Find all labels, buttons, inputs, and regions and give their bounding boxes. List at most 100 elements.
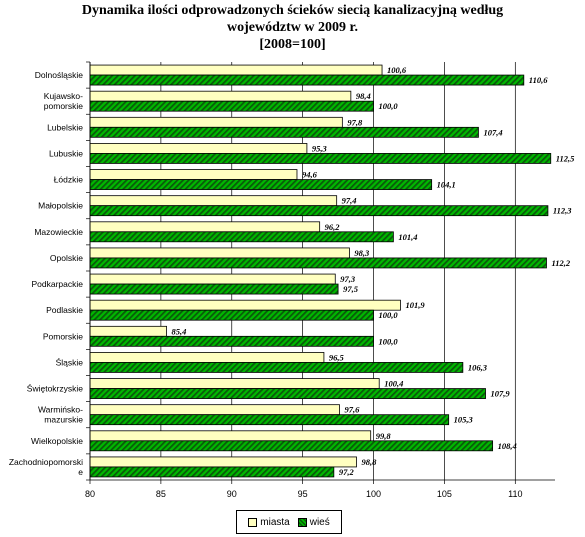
data-label-miasta: 100,4 xyxy=(384,379,403,389)
bar-miasta xyxy=(89,273,336,285)
category-label: Wielkopolskie xyxy=(31,436,83,446)
bar-wies xyxy=(89,362,464,373)
chart-title-line-1: Dynamika ilości odprowadzonych ścieków s… xyxy=(81,3,504,18)
data-label-wies: 112,3 xyxy=(553,206,572,216)
category-label: Dolnośląskie xyxy=(35,70,83,80)
category-label: Opolskie xyxy=(50,253,83,263)
category-label: Zachodniopomorski xyxy=(9,457,83,467)
category-label: Kujawsko- xyxy=(44,91,83,101)
bar-wies xyxy=(89,153,552,164)
bar-miasta xyxy=(89,299,401,311)
legend-swatch-miasta xyxy=(248,517,258,527)
bar-miasta xyxy=(89,90,352,102)
category-label: Łódzkie xyxy=(54,175,84,185)
category-label: Warmińsko- xyxy=(38,405,83,415)
category-label: Podlaskie xyxy=(46,305,83,315)
bar-miasta xyxy=(89,456,357,468)
data-label-wies: 104,1 xyxy=(437,180,456,190)
bar-wies xyxy=(89,231,394,243)
legend-swatch-wies xyxy=(297,517,307,527)
data-label-miasta: 97,3 xyxy=(340,274,356,284)
data-label-miasta: 97,6 xyxy=(345,405,361,415)
chart-title-line-2: województw w 2009 r. xyxy=(227,20,358,35)
bar-wies xyxy=(89,126,479,138)
data-label-miasta: 98,8 xyxy=(362,457,378,467)
category-label: Pomorskie xyxy=(43,331,83,341)
data-label-wies: 106,3 xyxy=(468,362,488,372)
bar-miasta xyxy=(89,325,167,337)
bar-miasta xyxy=(89,430,372,442)
data-label-wies: 97,5 xyxy=(343,284,359,294)
data-label-miasta: 98,3 xyxy=(354,248,370,258)
data-label-wies: 100,0 xyxy=(379,336,399,346)
category-label: Lubuskie xyxy=(49,148,83,158)
category-label: Świętokrzyskie xyxy=(27,383,83,394)
bar-wies xyxy=(89,309,374,321)
category-label: Małopolskie xyxy=(38,201,83,211)
bar-wies xyxy=(89,205,549,217)
data-label-wies: 97,2 xyxy=(339,467,355,477)
bar-wies xyxy=(89,335,374,347)
bar-miasta xyxy=(89,404,340,416)
data-label-miasta: 100,6 xyxy=(387,65,407,75)
data-label-wies: 112,2 xyxy=(551,258,570,268)
bar-miasta xyxy=(89,221,321,233)
data-label-miasta: 96,2 xyxy=(325,222,341,232)
data-label-miasta: 94,6 xyxy=(302,170,318,180)
data-label-miasta: 98,4 xyxy=(356,91,371,101)
legend-label-wies: wieś xyxy=(309,516,330,528)
data-label-wies: 108,4 xyxy=(498,441,517,451)
data-label-wies: 100,0 xyxy=(379,101,399,111)
data-label-miasta: 99,8 xyxy=(376,431,392,441)
data-label-miasta: 95,3 xyxy=(312,143,328,153)
legend-label-miasta: miasta xyxy=(260,516,290,528)
data-label-wies: 107,4 xyxy=(483,127,502,137)
data-label-wies: 107,9 xyxy=(491,389,511,399)
bar-wies xyxy=(89,283,339,295)
bar-miasta xyxy=(89,378,380,389)
data-label-miasta: 85,4 xyxy=(172,326,187,336)
x-tick-label: 105 xyxy=(437,489,452,499)
axes: 80 85 90 95 100 105 110 Dolnośląskie Kujawsko-po… xyxy=(9,61,555,499)
data-label-wies: 110,6 xyxy=(529,75,548,85)
bars xyxy=(89,64,552,478)
x-tick-label: 90 xyxy=(227,489,237,499)
data-labels: 100,6 110,6 98,4 100,0 97,8 107,4 95,3 112,5 94,… xyxy=(172,65,576,477)
bar-miasta xyxy=(89,195,338,207)
bar-wies xyxy=(89,414,450,426)
legend: miasta wieś xyxy=(236,510,342,534)
category-label: pomorskie xyxy=(44,101,83,111)
data-label-wies: 105,3 xyxy=(454,415,474,425)
category-label: mazurskie xyxy=(44,415,83,425)
bar-miasta xyxy=(89,64,383,76)
bar-wies xyxy=(89,466,335,478)
bar-miasta xyxy=(89,247,350,259)
chart-title: Dynamika ilości odprowadzonych ścieków s… xyxy=(0,2,585,53)
x-tick-label: 80 xyxy=(85,489,95,499)
bar-miasta xyxy=(89,169,298,180)
legend-item-miasta: miasta xyxy=(248,516,290,528)
bar-wies xyxy=(89,179,433,190)
data-label-wies: 112,5 xyxy=(556,153,575,163)
bar-wies xyxy=(89,440,494,452)
data-label-miasta: 96,5 xyxy=(329,352,345,362)
data-label-miasta: 97,4 xyxy=(342,196,357,206)
bar-wies xyxy=(89,100,374,112)
data-label-miasta: 97,8 xyxy=(347,117,363,127)
data-label-wies: 101,4 xyxy=(398,232,417,242)
category-label: Śląskie xyxy=(56,356,84,367)
data-label-wies: 100,0 xyxy=(379,310,399,320)
x-tick-label: 110 xyxy=(508,489,522,499)
x-tick-label: 100 xyxy=(366,489,381,499)
chart-title-line-3: [2008=100] xyxy=(259,37,326,52)
bar-wies xyxy=(89,74,525,86)
category-label: Podkarpackie xyxy=(31,279,83,289)
bar-wies xyxy=(89,388,486,399)
data-label-miasta: 101,9 xyxy=(405,300,425,310)
bar-miasta xyxy=(89,352,325,363)
bar-miasta xyxy=(89,116,343,128)
category-label: Lubelskie xyxy=(47,122,83,132)
category-label: Mazowieckie xyxy=(34,227,83,237)
x-tick-label: 95 xyxy=(298,489,308,499)
